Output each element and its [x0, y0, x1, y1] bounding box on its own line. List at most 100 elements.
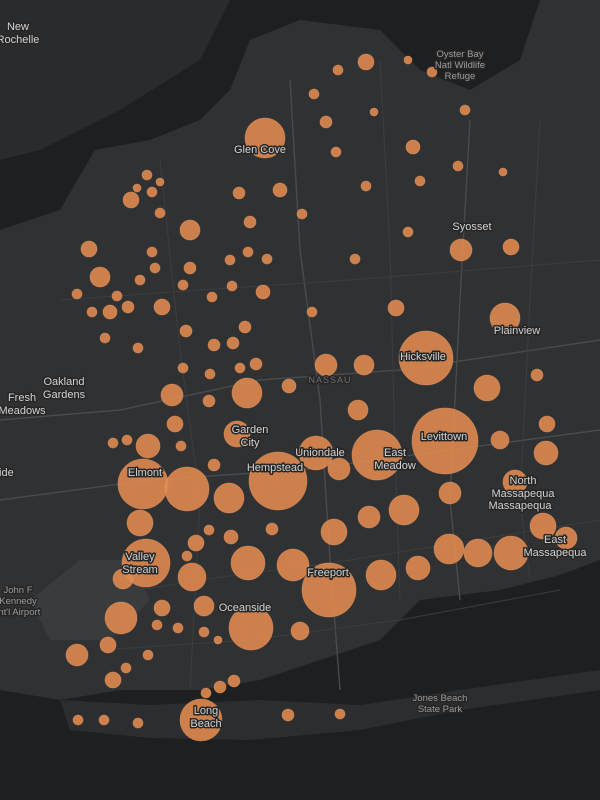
place-label: Garden	[232, 424, 269, 436]
marker	[134, 274, 146, 286]
marker	[193, 595, 215, 617]
marker	[149, 262, 161, 274]
marker	[151, 619, 163, 631]
marker	[227, 674, 241, 688]
place-label: North	[510, 475, 537, 487]
marker	[232, 186, 246, 200]
place-label: Refuge	[445, 71, 476, 82]
marker	[402, 226, 414, 238]
marker	[449, 238, 473, 262]
marker	[490, 430, 510, 450]
marker	[121, 300, 135, 314]
marker	[226, 280, 238, 292]
marker	[160, 383, 184, 407]
road	[379, 59, 401, 601]
place-label: NASSAU	[308, 375, 351, 385]
marker	[155, 177, 165, 187]
marker	[272, 182, 288, 198]
marker	[179, 324, 193, 338]
marker	[357, 505, 381, 529]
marker	[244, 117, 286, 159]
marker	[132, 717, 144, 729]
marker	[89, 266, 111, 288]
marker	[276, 548, 310, 582]
place-label: Beach	[190, 718, 221, 730]
place-label: Massapequa	[489, 500, 553, 512]
marker	[327, 457, 351, 481]
place-label: Freeport	[307, 567, 349, 579]
marker	[166, 415, 184, 433]
marker	[249, 357, 263, 371]
place-label: John F	[3, 585, 32, 596]
place-label: Gardens	[43, 389, 86, 401]
marker	[223, 529, 239, 545]
mainland-north	[0, 0, 230, 160]
marker	[330, 146, 342, 158]
marker	[99, 636, 117, 654]
place-label: Syosset	[452, 221, 491, 233]
marker	[177, 362, 189, 374]
road	[0, 339, 600, 421]
place-label: State Park	[418, 704, 463, 715]
marker	[230, 545, 266, 581]
marker	[177, 562, 207, 592]
place-label: Jones Beach	[413, 693, 468, 704]
marker	[238, 320, 252, 334]
marker	[202, 394, 216, 408]
marker	[281, 378, 297, 394]
marker	[314, 353, 338, 377]
place-label: New	[7, 21, 29, 33]
road	[519, 119, 541, 581]
place-label: Rochelle	[0, 34, 39, 46]
marker	[530, 368, 544, 382]
marker	[213, 635, 223, 645]
marker	[207, 458, 221, 472]
marker	[104, 601, 138, 635]
marker	[357, 53, 375, 71]
place-label: East	[384, 447, 406, 459]
road	[159, 159, 201, 691]
marker	[347, 399, 369, 421]
marker	[132, 183, 142, 193]
marker	[334, 708, 346, 720]
marker	[459, 104, 471, 116]
marker	[426, 66, 438, 78]
marker	[223, 420, 251, 448]
marker	[255, 284, 271, 300]
road	[59, 259, 600, 301]
place-label: Levittown	[421, 431, 467, 443]
marker	[438, 481, 462, 505]
place-label: Massapequa	[492, 488, 556, 500]
marker	[179, 698, 223, 742]
marker	[234, 362, 246, 374]
marker	[231, 377, 263, 409]
road	[99, 589, 561, 651]
marker	[126, 509, 154, 537]
marker	[351, 429, 403, 481]
marker	[99, 332, 111, 344]
marker	[200, 687, 212, 699]
marker	[203, 524, 215, 536]
marker	[65, 643, 89, 667]
place-label: Glen Cove	[234, 144, 286, 156]
marker	[463, 538, 493, 568]
marker	[120, 662, 132, 674]
marker	[398, 330, 454, 386]
place-label: Oakland	[44, 376, 85, 388]
marker	[452, 160, 464, 172]
marker	[121, 538, 171, 588]
marker	[121, 434, 133, 446]
marker	[387, 299, 405, 317]
place-label: Valley	[125, 551, 155, 563]
marker	[204, 368, 216, 380]
marker	[411, 407, 479, 475]
marker	[183, 261, 197, 275]
marker	[403, 55, 413, 65]
place-label: Hempstead	[247, 462, 303, 474]
marker	[298, 435, 334, 471]
marker	[319, 115, 333, 129]
marker	[141, 169, 153, 181]
